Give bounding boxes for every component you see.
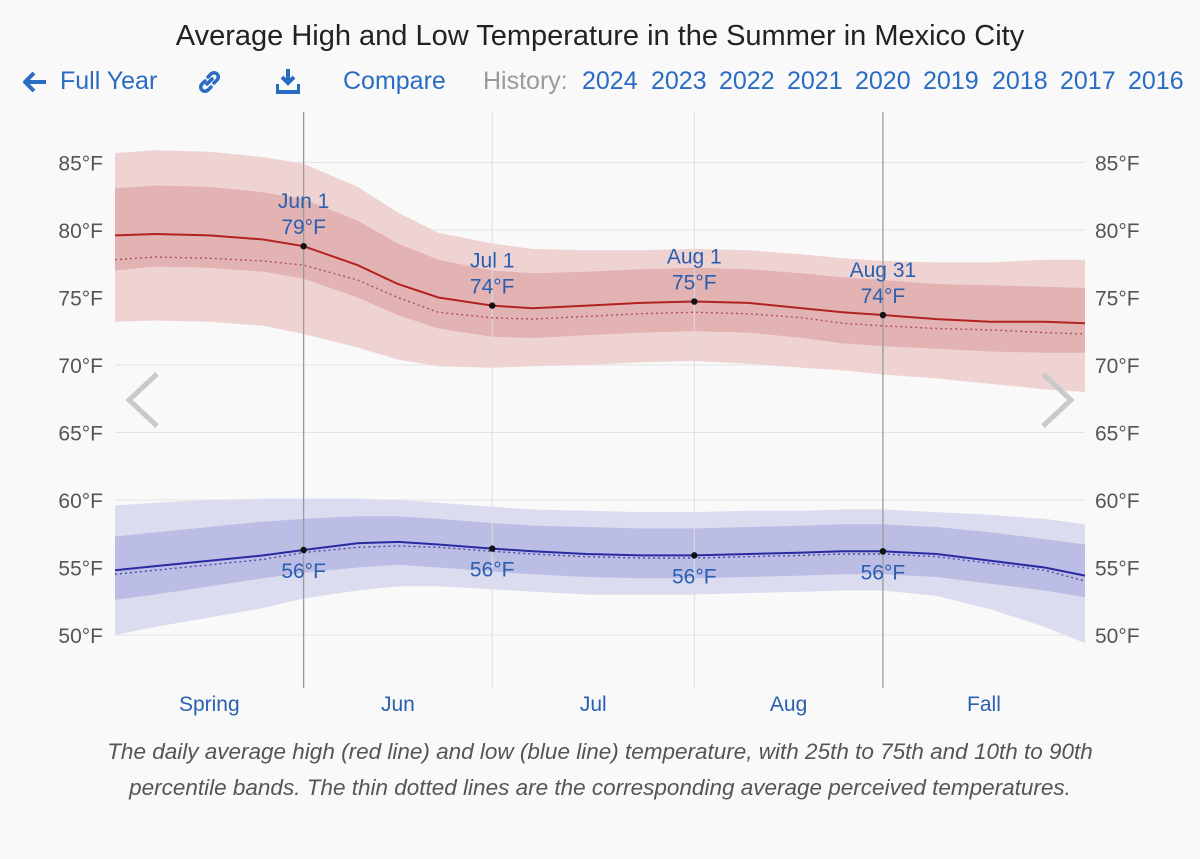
full-year-link[interactable]: Full Year — [60, 67, 158, 95]
y-tick-label-right: 65°F — [1095, 423, 1140, 446]
x-period-label: Aug — [770, 693, 807, 716]
chevron-left-icon[interactable] — [124, 372, 162, 433]
y-tick-label-right: 85°F — [1095, 153, 1140, 176]
y-tick-label-left: 50°F — [58, 625, 103, 648]
percentile-bands — [115, 150, 1085, 644]
low-marker-dot — [489, 545, 496, 552]
year-link-2023[interactable]: 2023 — [651, 67, 707, 95]
high-line — [114, 232, 1086, 325]
marker-low-label: 56°F — [861, 561, 906, 584]
compare-link[interactable]: Compare — [343, 67, 446, 95]
low-marker-dot — [691, 552, 698, 559]
year-link-2018[interactable]: 2018 — [992, 67, 1048, 95]
low-line — [114, 540, 1086, 577]
y-tick-label-left: 80°F — [58, 220, 103, 243]
marker-low-label: 56°F — [672, 565, 717, 588]
marker-labels: Jun 1 79°F 56°F Jul 1 74°F 56°F Aug 1 75°F 56°F A… — [278, 190, 916, 588]
x-period-label: Spring — [179, 693, 240, 716]
year-link-2016[interactable]: 2016 — [1128, 67, 1184, 95]
marker-date-label: Jun 1 — [278, 190, 329, 213]
history-label: History: — [483, 67, 568, 95]
marker-date-label: Aug 1 — [667, 246, 722, 269]
month-lines — [302, 112, 884, 688]
link-icon[interactable] — [197, 69, 221, 95]
year-link-2020[interactable]: 2020 — [855, 67, 911, 95]
y-tick-label-right: 70°F — [1095, 355, 1140, 378]
low-marker-dot — [879, 548, 887, 555]
y-axis-labels: 50°F 50°F 55°F 55°F 60°F 60°F 65°F 65°F 70°F 70°F… — [58, 153, 1139, 649]
marker-date-label: Jul 1 — [470, 250, 514, 273]
y-tick-label-right: 80°F — [1095, 220, 1140, 243]
year-link-2017[interactable]: 2017 — [1060, 67, 1116, 95]
high-marker-dot — [691, 298, 698, 305]
high-marker-dot — [489, 302, 496, 309]
arrow-left-icon[interactable] — [22, 70, 48, 94]
x-axis-labels: Spring Jun Jul Aug Fall — [179, 693, 1001, 716]
high-feels-line — [114, 256, 1086, 335]
y-tick-label-left: 70°F — [58, 355, 103, 378]
year-link-2022[interactable]: 2022 — [719, 67, 775, 95]
marker-high-label: 79°F — [281, 216, 326, 239]
download-icon[interactable] — [276, 68, 300, 94]
low-band-25-75 — [115, 516, 1085, 600]
marker-low-label: 56°F — [281, 560, 326, 583]
y-tick-label-left: 85°F — [58, 153, 103, 176]
x-period-label: Jul — [580, 693, 607, 716]
y-tick-label-left: 55°F — [58, 558, 103, 581]
y-tick-label-left: 75°F — [58, 288, 103, 311]
high-marker-dot — [300, 243, 307, 250]
marker-high-label: 75°F — [672, 272, 717, 295]
high-marker-dot — [879, 311, 887, 319]
y-tick-label-left: 60°F — [58, 490, 103, 513]
marker-high-label: 74°F — [861, 285, 906, 308]
chart-nav: Full Year Compare History: 2024 2023 202… — [0, 64, 1200, 102]
y-tick-label-left: 65°F — [58, 423, 103, 446]
series-lines — [114, 232, 1086, 582]
low-feels-line — [114, 545, 1086, 582]
marker-low-label: 56°F — [470, 559, 515, 582]
chart-caption: The daily average high (red line) and lo… — [107, 739, 1093, 800]
y-tick-label-right: 50°F — [1095, 625, 1140, 648]
chart-title: Average High and Low Temperature in the … — [175, 20, 1025, 52]
year-link-2024[interactable]: 2024 — [582, 67, 638, 95]
y-tick-label-right: 75°F — [1095, 288, 1140, 311]
x-period-label: Fall — [967, 693, 1001, 716]
temperature-chart: Jun 1 79°F 56°F Jul 1 74°F 56°F Aug 1 75°F 56°F A… — [58, 112, 1140, 716]
year-link-2019[interactable]: 2019 — [923, 67, 979, 95]
low-marker-dot — [300, 546, 307, 554]
marker-high-label: 74°F — [470, 276, 515, 299]
marker-date-label: Aug 31 — [850, 259, 917, 282]
x-period-label: Jun — [381, 693, 415, 716]
y-tick-label-right: 60°F — [1095, 490, 1140, 513]
high-band-25-75 — [115, 185, 1085, 353]
year-link-2021[interactable]: 2021 — [787, 67, 843, 95]
chevron-right-icon[interactable] — [1038, 372, 1076, 433]
y-tick-label-right: 55°F — [1095, 558, 1140, 581]
